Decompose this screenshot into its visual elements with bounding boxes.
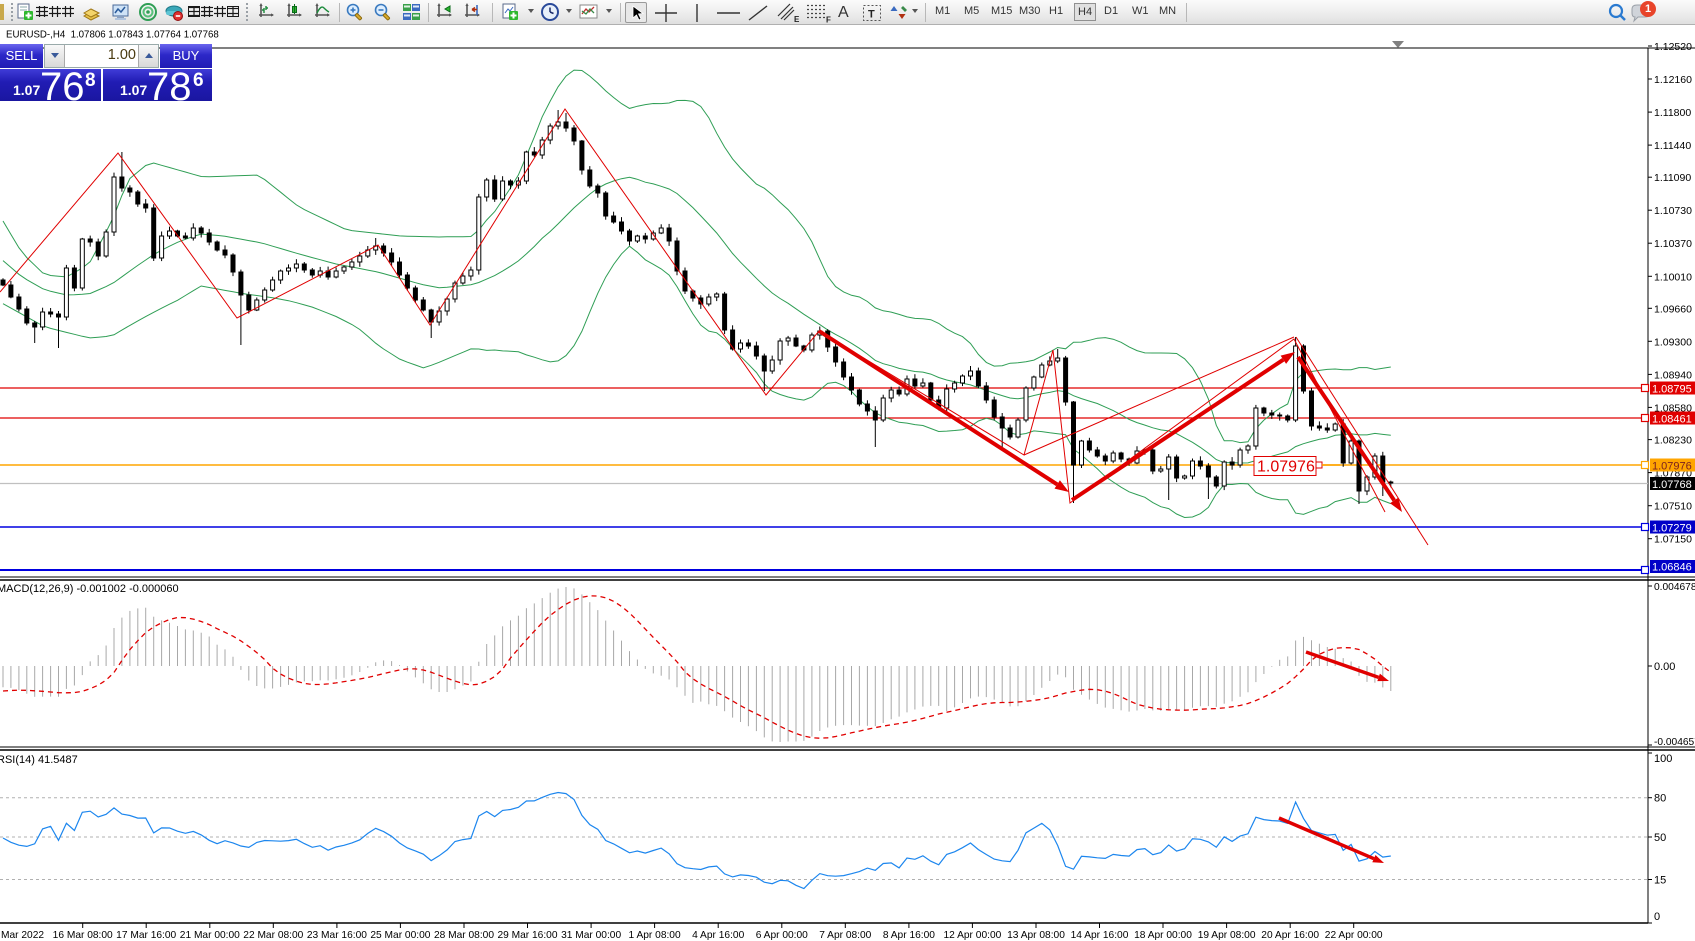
svg-text:4 Apr 16:00: 4 Apr 16:00 [692,930,744,941]
svg-text:0: 0 [1654,911,1660,923]
svg-text:6 Apr 00:00: 6 Apr 00:00 [756,930,808,941]
svg-text:1.09300: 1.09300 [1654,336,1692,348]
svg-text:1.11800: 1.11800 [1654,107,1691,119]
svg-text:1.07976: 1.07976 [1257,459,1315,476]
svg-text:28 Mar 08:00: 28 Mar 08:00 [434,930,494,941]
svg-text:22 Mar 08:00: 22 Mar 08:00 [243,930,303,941]
svg-text:1.12160: 1.12160 [1654,74,1692,86]
svg-text:25 Mar 00:00: 25 Mar 00:00 [370,930,430,941]
svg-text:16 Mar 08:00: 16 Mar 08:00 [53,930,113,941]
svg-text:-0.004657: -0.004657 [1654,737,1695,748]
svg-text:1.08230: 1.08230 [1654,435,1692,447]
svg-text:15: 15 [1654,875,1666,887]
svg-text:1.07976: 1.07976 [1652,461,1692,473]
svg-text:17 Mar 16:00: 17 Mar 16:00 [116,930,176,941]
svg-text:20 Apr 16:00: 20 Apr 16:00 [1261,930,1319,941]
svg-text:31 Mar 00:00: 31 Mar 00:00 [561,930,621,941]
svg-text:1 Apr 08:00: 1 Apr 08:00 [629,930,681,941]
svg-text:EURUSD-,H4 1.07806 1.07843 1.: EURUSD-,H4 1.07806 1.07843 1.07764 1.077… [6,30,219,41]
svg-text:13 Apr 08:00: 13 Apr 08:00 [1007,930,1065,941]
svg-text:23 Mar 16:00: 23 Mar 16:00 [307,930,367,941]
svg-text:19 Apr 08:00: 19 Apr 08:00 [1198,930,1256,941]
svg-text:100: 100 [1654,753,1672,765]
svg-text:18 Apr 00:00: 18 Apr 00:00 [1134,930,1192,941]
svg-text:Mar 2022: Mar 2022 [1,930,44,941]
svg-text:12 Apr 00:00: 12 Apr 00:00 [944,930,1002,941]
svg-text:0.004678: 0.004678 [1654,582,1695,593]
svg-text:1.12520: 1.12520 [1654,41,1692,53]
svg-text:1.07150: 1.07150 [1654,534,1692,546]
svg-text:80: 80 [1654,793,1666,805]
svg-text:50: 50 [1654,832,1666,844]
svg-text:1.09660: 1.09660 [1654,303,1692,315]
svg-text:MACD(12,26,9) -0.001002 -0.000: MACD(12,26,9) -0.001002 -0.000060 [0,583,179,595]
svg-text:8 Apr 16:00: 8 Apr 16:00 [883,930,935,941]
svg-text:F: F [826,16,831,24]
svg-text:1.08940: 1.08940 [1654,369,1692,381]
svg-text:1.11090: 1.11090 [1654,172,1691,184]
svg-text:14 Apr 16:00: 14 Apr 16:00 [1071,930,1129,941]
svg-text:0.00: 0.00 [1654,661,1675,673]
svg-text:1.08461: 1.08461 [1652,414,1692,426]
svg-text:21 Mar 00:00: 21 Mar 00:00 [180,930,240,941]
svg-text:1.07279: 1.07279 [1652,523,1692,535]
svg-text:1.08580: 1.08580 [1654,402,1692,414]
svg-text:1.10010: 1.10010 [1654,271,1692,283]
svg-text:1.08795: 1.08795 [1652,384,1692,396]
svg-text:1.10370: 1.10370 [1654,238,1692,250]
svg-text:22 Apr 00:00: 22 Apr 00:00 [1325,930,1383,941]
svg-text:1.07510: 1.07510 [1654,501,1692,513]
svg-text:RSI(14) 41.5487: RSI(14) 41.5487 [0,754,78,766]
svg-text:29 Mar 16:00: 29 Mar 16:00 [497,930,557,941]
svg-text:1.10730: 1.10730 [1654,205,1692,217]
svg-text:E: E [794,15,800,23]
svg-text:1.06846: 1.06846 [1652,562,1692,574]
svg-text:7 Apr 08:00: 7 Apr 08:00 [819,930,871,941]
svg-text:1.11440: 1.11440 [1654,140,1691,152]
svg-text:T: T [868,9,875,21]
svg-text:1.07768: 1.07768 [1652,479,1692,491]
